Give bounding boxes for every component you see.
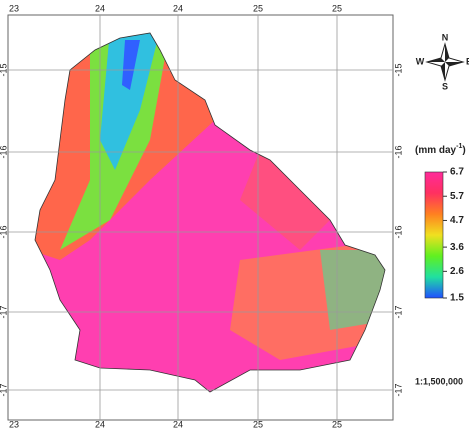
- legend-title-text: (mm day: [415, 145, 457, 156]
- top-label: 24: [173, 3, 183, 13]
- legend-title-end: ): [462, 145, 465, 156]
- right-label: -17: [393, 383, 403, 396]
- scale-text: 1:1,500,000: [415, 376, 463, 386]
- bottom-label: 25: [253, 419, 263, 429]
- colorbar-label: 2.6: [450, 266, 464, 277]
- left-label: -16: [0, 145, 8, 158]
- map-figure: 23 23 24 24 24 24 25 25 25 25 -15 -15 -16 -16 -16 -16 -1…: [0, 0, 469, 430]
- colorbar-label: 4.7: [450, 215, 464, 226]
- north-arrow: N E S W: [416, 32, 469, 91]
- left-label: -15: [0, 63, 8, 76]
- top-label: 24: [95, 3, 105, 13]
- colorbar-label: 5.7: [450, 191, 464, 202]
- compass-n: N: [442, 32, 449, 42]
- right-label: -16: [393, 145, 403, 158]
- colorbar-label: 3.6: [450, 242, 464, 253]
- compass-s: S: [442, 81, 448, 91]
- left-label: -17: [0, 305, 8, 318]
- colorbar: [425, 172, 443, 298]
- bottom-label: 24: [95, 419, 105, 429]
- compass-w: W: [416, 56, 425, 66]
- bottom-label: 25: [332, 419, 342, 429]
- right-label: -16: [393, 225, 403, 238]
- colorbar-label: 6.7: [450, 167, 464, 178]
- top-label: 23: [9, 3, 19, 13]
- precipitation-raster: [0, 0, 400, 420]
- top-label: 25: [253, 3, 263, 13]
- right-label: -15: [393, 63, 403, 76]
- page: 23 23 24 24 24 24 25 25 25 25 -15 -15 -16 -16 -16 -16 -1…: [0, 0, 469, 430]
- bottom-label: 24: [173, 419, 183, 429]
- legend-title: (mm day-1): [415, 143, 466, 156]
- left-label: -17: [0, 383, 8, 396]
- left-label: -16: [0, 225, 8, 238]
- top-label: 25: [332, 3, 342, 13]
- bottom-label: 23: [9, 419, 19, 429]
- colorbar-label: 1.5: [450, 293, 464, 304]
- right-label: -17: [393, 305, 403, 318]
